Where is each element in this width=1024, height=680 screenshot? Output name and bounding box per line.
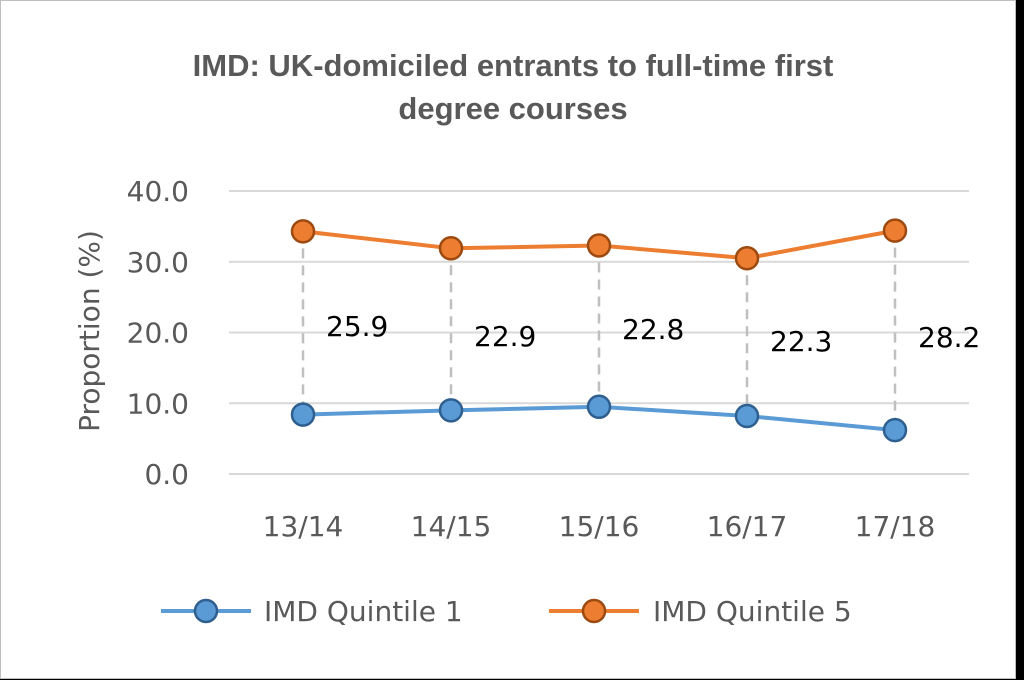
x-tick-label: 15/16 — [559, 510, 640, 543]
gap-data-label: 22.3 — [770, 325, 832, 358]
x-tick-label: 17/18 — [855, 510, 936, 543]
y-tick-label: 30.0 — [127, 246, 189, 279]
y-tick-label: 40.0 — [127, 175, 189, 208]
chart-title-line-1: IMD: UK-domiciled entrants to full-time … — [193, 48, 834, 83]
legend-marker — [193, 598, 219, 624]
gap-data-label: 22.8 — [622, 313, 684, 346]
y-tick-label: 0.0 — [144, 458, 189, 491]
x-tick-label: 14/15 — [411, 510, 492, 543]
data-point — [438, 398, 464, 423]
y-tick-label: 10.0 — [127, 387, 189, 420]
data-point — [882, 417, 908, 443]
data-point — [290, 402, 316, 427]
y-axis-label: Proportion (%) — [73, 230, 106, 432]
x-tick-label: 13/14 — [263, 510, 344, 543]
data-point — [882, 218, 908, 243]
x-tick-label: 16/17 — [707, 510, 788, 543]
chart-title-line-2: degree courses — [398, 91, 627, 126]
gap-data-label: 28.2 — [918, 321, 980, 354]
gap-data-label: 22.9 — [474, 320, 536, 353]
legend-label: IMD Quintile 5 — [653, 595, 852, 628]
data-point — [734, 403, 760, 429]
legend-marker — [581, 598, 607, 624]
data-point — [438, 236, 464, 261]
data-point — [734, 245, 760, 271]
gap-data-label: 25.9 — [326, 310, 388, 343]
data-point — [290, 219, 316, 244]
legend-label: IMD Quintile 1 — [264, 595, 463, 628]
data-point — [586, 394, 612, 420]
y-tick-label: 20.0 — [127, 317, 189, 350]
data-point — [586, 233, 612, 258]
